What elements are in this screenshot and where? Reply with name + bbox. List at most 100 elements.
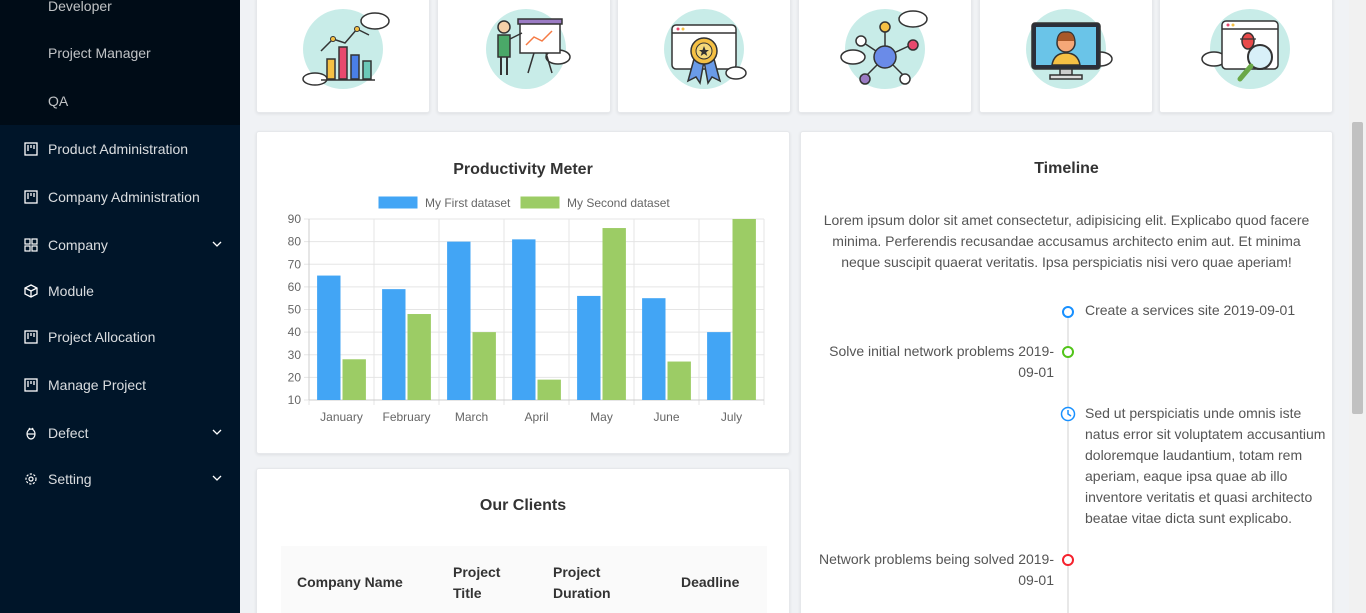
sidebar-item-label: Manage Project bbox=[48, 377, 147, 393]
chevron-down-icon bbox=[212, 475, 222, 481]
bug-search-icon bbox=[1201, 9, 1290, 89]
x-tick-label: June bbox=[653, 410, 679, 424]
x-tick-label: March bbox=[455, 410, 488, 424]
column-header-deadline[interactable]: Deadline bbox=[681, 574, 740, 590]
feature-card-bug-search[interactable] bbox=[1159, 0, 1333, 113]
y-tick-label: 30 bbox=[288, 348, 302, 362]
y-tick-label: 10 bbox=[288, 393, 302, 407]
bar-first-dataset bbox=[577, 295, 601, 400]
clock-icon bbox=[1060, 406, 1076, 422]
sidebar-item-label: Product Administration bbox=[48, 141, 189, 157]
feature-card-presentation[interactable] bbox=[437, 0, 611, 113]
chart-cloud-icon bbox=[302, 9, 390, 89]
bar-second-dataset bbox=[602, 228, 626, 400]
submenu-item-developer[interactable]: Developer bbox=[48, 0, 112, 14]
sidebar-item-module[interactable]: Module bbox=[0, 269, 240, 313]
y-tick-label: 20 bbox=[288, 370, 302, 384]
sidebar-item-defect[interactable]: Defect bbox=[0, 409, 240, 457]
y-tick-label: 90 bbox=[288, 212, 302, 226]
bar-first-dataset bbox=[317, 275, 341, 400]
sidebar-item-label: Module bbox=[48, 283, 94, 299]
board-icon bbox=[24, 378, 38, 392]
x-tick-label: May bbox=[590, 410, 613, 424]
y-tick-label: 60 bbox=[288, 280, 302, 294]
sidebar-item-manage-project[interactable]: Manage Project bbox=[0, 361, 240, 409]
bar-second-dataset bbox=[407, 314, 431, 400]
chevron-down-icon bbox=[212, 241, 222, 247]
y-tick-label: 40 bbox=[288, 325, 302, 339]
page-scrollbar[interactable] bbox=[1349, 0, 1366, 613]
chevron-down-icon bbox=[212, 429, 222, 435]
y-tick-label: 50 bbox=[288, 303, 302, 317]
clients-title: Our Clients bbox=[479, 497, 567, 514]
bar-second-dataset bbox=[342, 359, 366, 400]
clients-table-header: Company Name Project Title Project Durat… bbox=[281, 546, 767, 613]
productivity-title: Productivity Meter bbox=[453, 161, 593, 178]
board-icon bbox=[24, 142, 38, 156]
timeline-description: Lorem ipsum dolor sit amet consectetur, … bbox=[823, 212, 1310, 270]
timeline-dot bbox=[1062, 346, 1074, 358]
bar-first-dataset bbox=[512, 239, 536, 400]
sidebar-item-label: Defect bbox=[48, 425, 89, 441]
timeline-event: Sed ut perspiciatis unde omnis iste natu… bbox=[1085, 405, 1326, 526]
feature-card-charts[interactable] bbox=[256, 0, 430, 113]
y-tick-label: 80 bbox=[288, 235, 302, 249]
x-tick-label: January bbox=[320, 410, 363, 424]
feature-card-video[interactable] bbox=[979, 0, 1153, 113]
network-icon bbox=[840, 9, 928, 89]
timeline-dot bbox=[1062, 554, 1074, 566]
bar-chart: 10 20 30 40 50 60 70 80 90 January February March Ap… bbox=[288, 195, 765, 424]
feature-card-award[interactable] bbox=[617, 0, 791, 113]
bar-first-dataset bbox=[707, 332, 731, 400]
timeline-dot bbox=[1062, 306, 1074, 318]
award-certificate-icon bbox=[664, 9, 747, 89]
bar-first-dataset bbox=[382, 289, 406, 400]
x-tick-label: April bbox=[524, 410, 548, 424]
sidebar-item-label: Project Allocation bbox=[48, 329, 156, 345]
bar-first-dataset bbox=[642, 298, 666, 400]
legend-label: My Second dataset bbox=[567, 196, 670, 210]
bar-second-dataset bbox=[472, 332, 496, 400]
presentation-icon bbox=[486, 9, 571, 89]
productivity-card: Productivity Meter 10 20 30 40 50 60 70 80 90 Jan… bbox=[256, 131, 790, 454]
bar-second-dataset bbox=[667, 361, 691, 400]
x-tick-label: July bbox=[721, 410, 742, 424]
sidebar-item-setting[interactable]: Setting bbox=[0, 457, 240, 501]
bar-first-dataset bbox=[447, 241, 471, 400]
x-tick-label: February bbox=[382, 410, 430, 424]
gear-icon bbox=[25, 473, 37, 485]
sidebar-item-company-administration[interactable]: Company Administration bbox=[0, 173, 240, 221]
sidebar-item-product-administration[interactable]: Product Administration bbox=[0, 125, 240, 173]
timeline-event: Create a services site 2019-09-01 bbox=[1085, 302, 1296, 318]
board-icon bbox=[24, 330, 38, 344]
scrollbar-thumb[interactable] bbox=[1352, 122, 1363, 414]
sidebar-item-company[interactable]: Company bbox=[0, 221, 240, 269]
bug-icon bbox=[26, 427, 36, 440]
timeline-event: Network problems being solved 2019-09-01 bbox=[818, 551, 1054, 588]
column-header-company-name[interactable]: Company Name bbox=[297, 574, 403, 590]
board-icon bbox=[24, 190, 38, 204]
column-header-project-title[interactable]: Project Title bbox=[453, 564, 501, 601]
sidebar-item-project-allocation[interactable]: Project Allocation bbox=[0, 313, 240, 361]
sidebar-submenu: Developer Project Manager QA bbox=[0, 0, 240, 125]
submenu-item-qa[interactable]: QA bbox=[48, 93, 69, 109]
video-call-icon bbox=[1026, 9, 1113, 89]
submenu-item-project-manager[interactable]: Project Manager bbox=[48, 45, 151, 61]
timeline-card: Timeline Lorem ipsum dolor sit amet cons… bbox=[800, 131, 1333, 613]
column-header-project-duration[interactable]: Project Duration bbox=[553, 564, 611, 601]
grid-icon bbox=[24, 238, 38, 252]
legend-swatch bbox=[519, 195, 561, 210]
sidebar: Developer Project Manager QA Product Adm… bbox=[0, 0, 240, 613]
sidebar-item-label: Company bbox=[48, 237, 108, 253]
clients-card: Our Clients Company Name Project Title P… bbox=[256, 468, 790, 613]
bar-second-dataset bbox=[537, 379, 561, 400]
legend-label: My First dataset bbox=[425, 196, 511, 210]
sidebar-item-label: Company Administration bbox=[48, 189, 200, 205]
timeline-event: Solve initial network problems 2019-09-0… bbox=[829, 343, 1054, 380]
sidebar-item-label: Setting bbox=[48, 471, 92, 487]
feature-card-network[interactable] bbox=[798, 0, 972, 113]
cube-icon bbox=[24, 284, 38, 298]
y-tick-label: 70 bbox=[288, 257, 302, 271]
bar-second-dataset bbox=[732, 219, 756, 400]
timeline-title: Timeline bbox=[1034, 160, 1099, 177]
